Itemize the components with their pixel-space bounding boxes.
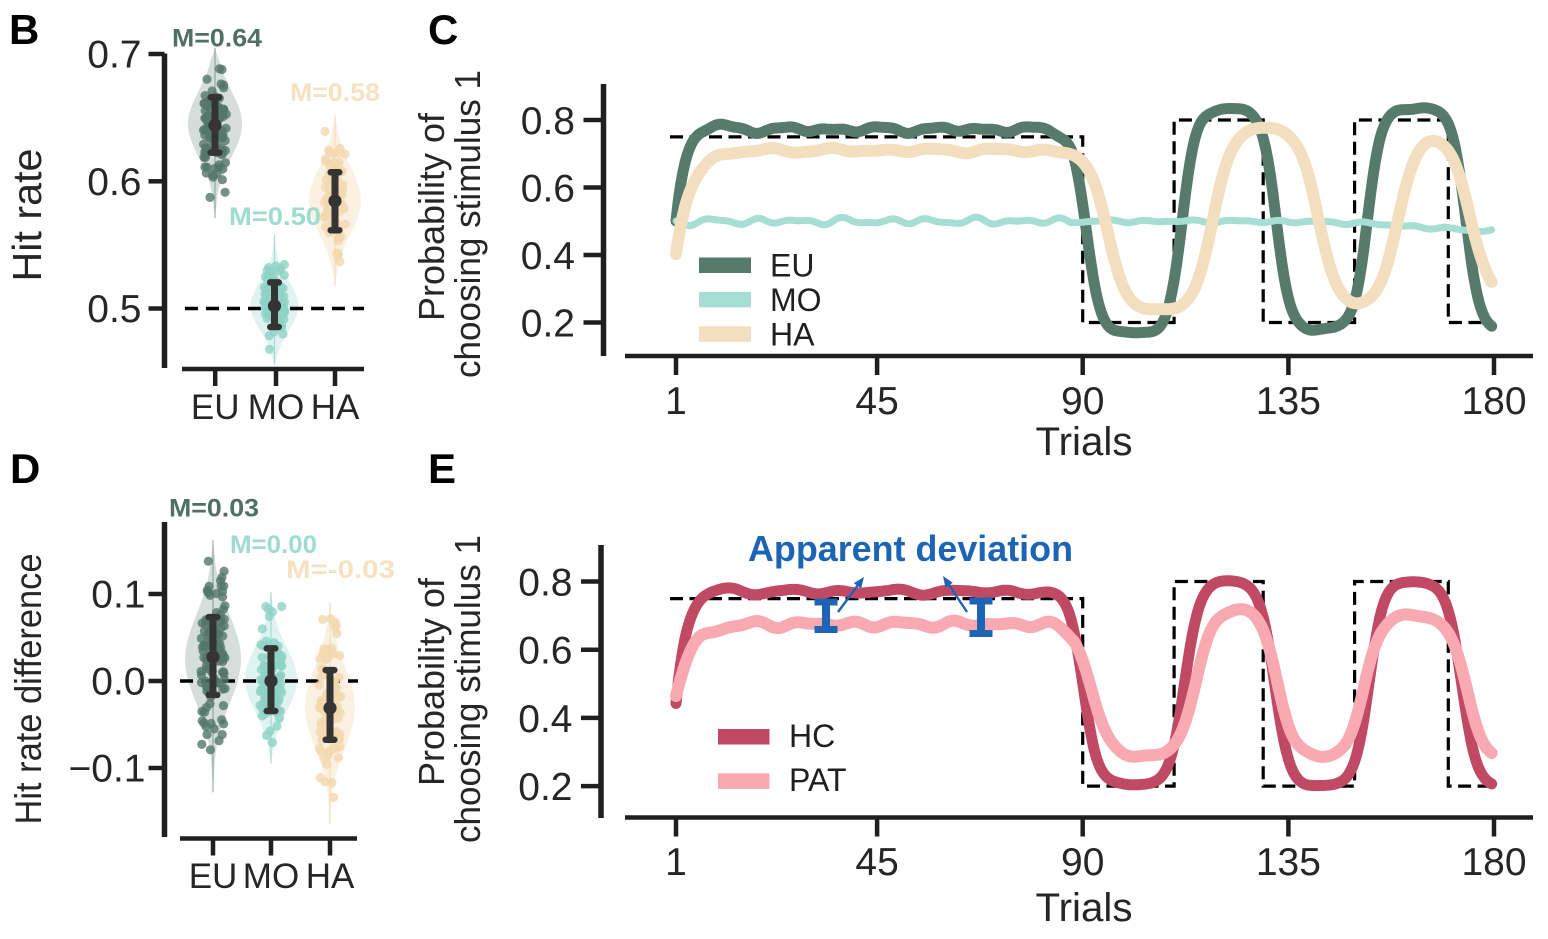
svg-text:HC: HC (789, 718, 835, 754)
svg-text:Probability of: Probability of (411, 112, 452, 321)
svg-text:0.0: 0.0 (91, 661, 145, 704)
svg-text:180: 180 (1461, 841, 1526, 884)
svg-text:135: 135 (1256, 380, 1321, 423)
svg-text:90: 90 (1061, 380, 1104, 423)
svg-text:0.8: 0.8 (518, 562, 572, 605)
svg-text:MO: MO (248, 388, 304, 427)
svg-text:EU: EU (189, 857, 238, 896)
svg-text:C: C (428, 6, 458, 53)
svg-text:Hit rate: Hit rate (4, 149, 50, 282)
svg-text:0.6: 0.6 (521, 168, 575, 211)
svg-text:HA: HA (311, 388, 360, 427)
svg-text:180: 180 (1461, 380, 1526, 423)
svg-text:M=0.00: M=0.00 (230, 531, 317, 559)
svg-text:M=0.64: M=0.64 (172, 25, 262, 53)
svg-text:E: E (428, 445, 456, 492)
svg-text:1: 1 (665, 380, 687, 423)
svg-text:0.7: 0.7 (87, 34, 141, 77)
svg-text:HA: HA (306, 857, 355, 896)
svg-text:0.4: 0.4 (518, 698, 572, 741)
svg-text:−0.1: −0.1 (69, 748, 146, 791)
svg-text:MO: MO (770, 282, 822, 318)
svg-text:choosing stimulus 1: choosing stimulus 1 (447, 70, 488, 378)
svg-text:135: 135 (1256, 841, 1321, 884)
svg-text:M=0.58: M=0.58 (290, 79, 380, 107)
svg-text:choosing stimulus 1: choosing stimulus 1 (447, 535, 488, 843)
svg-text:M=0.50: M=0.50 (229, 203, 321, 231)
svg-text:Trials: Trials (1036, 420, 1133, 464)
svg-text:45: 45 (855, 841, 898, 884)
svg-text:0.6: 0.6 (518, 630, 572, 673)
svg-text:0.2: 0.2 (521, 303, 575, 346)
svg-text:45: 45 (855, 380, 898, 423)
svg-text:90: 90 (1061, 841, 1104, 884)
svg-text:1: 1 (665, 841, 687, 884)
svg-text:Hit rate difference: Hit rate difference (8, 554, 49, 825)
svg-text:Probability of: Probability of (411, 577, 452, 786)
svg-text:0.6: 0.6 (87, 161, 141, 204)
svg-text:M=-0.03: M=-0.03 (286, 556, 395, 584)
svg-text:EU: EU (191, 388, 240, 427)
svg-text:0.1: 0.1 (91, 574, 145, 617)
svg-text:M=0.03: M=0.03 (169, 495, 259, 523)
svg-text:MO: MO (243, 857, 299, 896)
svg-text:0.8: 0.8 (521, 100, 575, 143)
svg-text:EU: EU (770, 248, 814, 284)
svg-text:Apparent deviation: Apparent deviation (748, 528, 1073, 569)
svg-text:0.2: 0.2 (518, 766, 572, 809)
svg-text:Trials: Trials (1036, 886, 1133, 930)
svg-text:D: D (10, 445, 40, 492)
svg-text:0.5: 0.5 (87, 288, 141, 331)
svg-text:0.4: 0.4 (521, 235, 575, 278)
svg-text:B: B (9, 6, 39, 53)
svg-text:PAT: PAT (789, 762, 846, 798)
svg-text:HA: HA (770, 317, 815, 353)
